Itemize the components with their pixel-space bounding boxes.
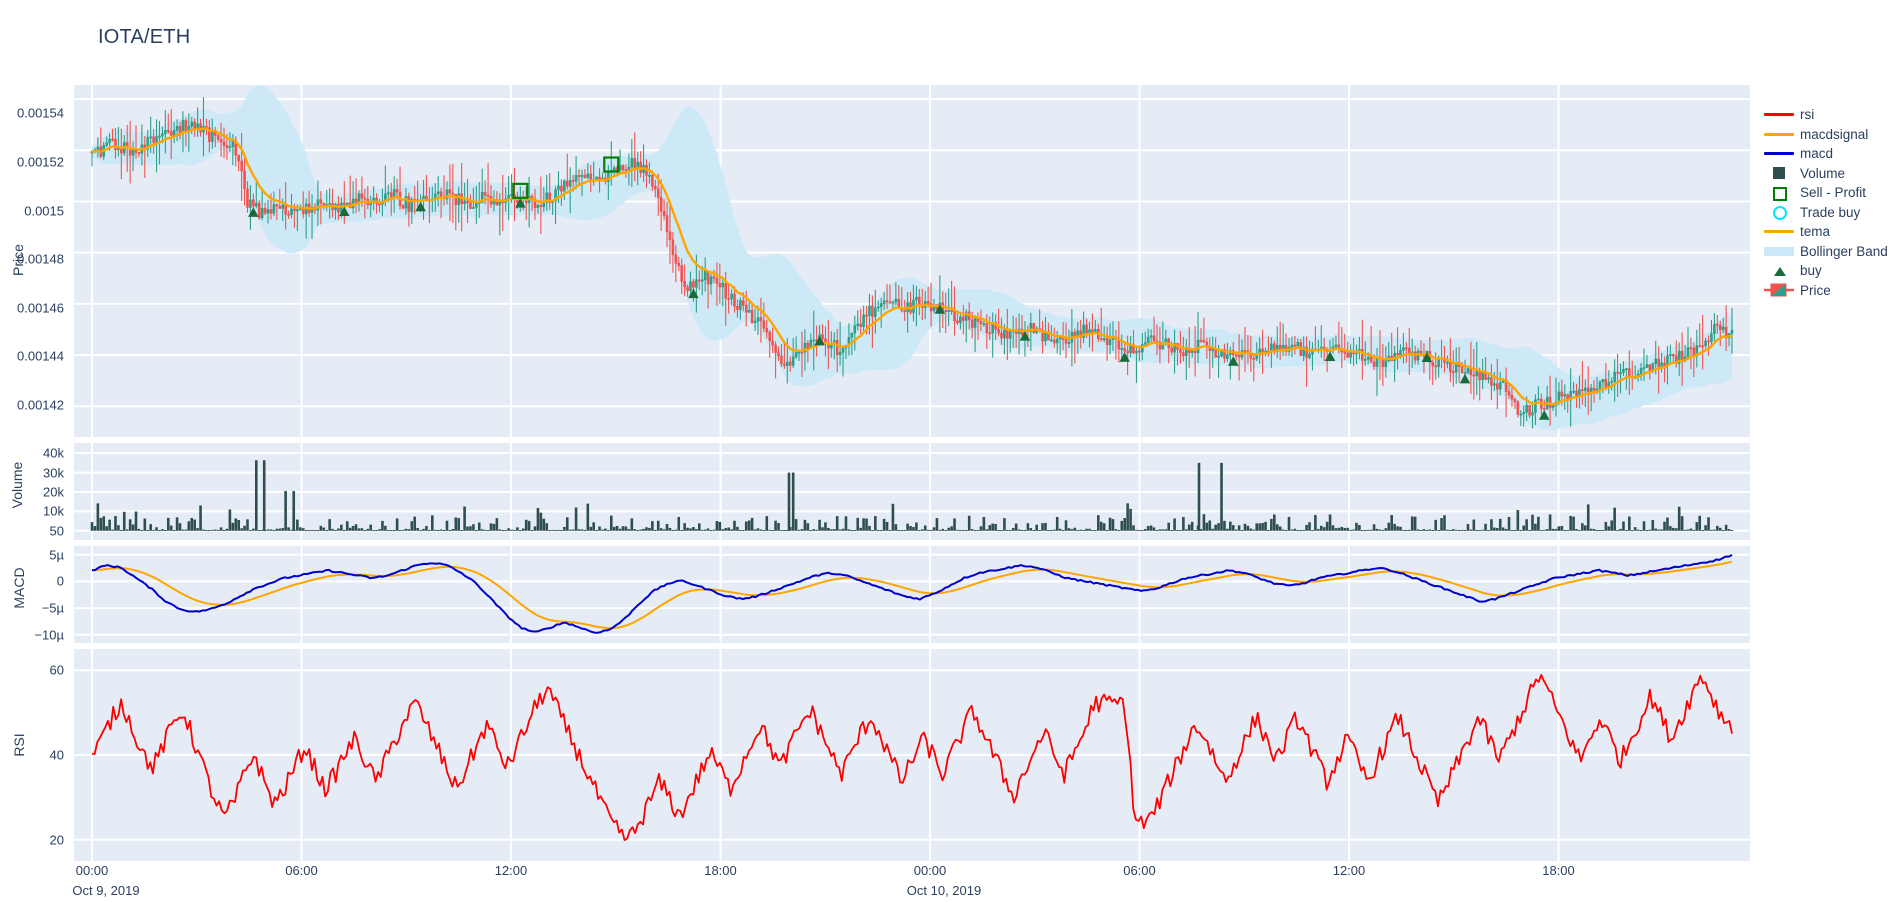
x-tick-label: 12:00: [494, 863, 528, 878]
volume-ytick-label: 30k: [43, 465, 64, 481]
x-date-label: Oct 9, 2019: [72, 883, 140, 898]
macd-panel: [74, 546, 1750, 643]
legend-triangle-icon: [1762, 262, 1796, 280]
open-circle-icon: [1773, 206, 1787, 221]
volume-axis-title: Volume: [9, 461, 25, 509]
legend-item-label: Price: [1800, 282, 1831, 298]
volume-ytick-column: 40k 30k 20k 10k 50: [0, 443, 72, 540]
volume-panel: [74, 443, 1750, 540]
price-plot: [74, 85, 1750, 437]
legend-line-swatch-icon: [1762, 106, 1796, 124]
line-swatch-icon: [1764, 230, 1794, 234]
legend-item-rsi[interactable]: rsi: [1762, 105, 1890, 125]
volume-ytick-label: 50: [49, 523, 64, 539]
x-date-label: Oct 10, 2019: [906, 883, 982, 898]
price-ytick-label: 0.00154: [17, 105, 64, 121]
macd-ytick-label: 0: [56, 573, 64, 589]
legend-item-label: Bollinger Band: [1800, 243, 1888, 259]
x-tick-label: 00:00: [913, 863, 947, 878]
x-tick-label: 00:00: [75, 863, 109, 878]
x-tick-label: 06:00: [285, 863, 318, 878]
x-tick-label: 18:00: [1542, 863, 1575, 878]
legend-square-swatch-icon: [1762, 164, 1796, 182]
rsi-ytick-label: 60: [49, 662, 64, 678]
price-ytick-label: 0.00148: [17, 251, 64, 267]
rsi-plot: [74, 649, 1750, 861]
line-swatch-icon: [1764, 113, 1794, 117]
macd-ytick-column: 5µ 0 −5µ −10µ: [0, 546, 72, 643]
price-ytick-label: 0.00146: [17, 300, 64, 316]
legend-item-label: Sell - Profit: [1800, 185, 1867, 201]
legend-item-bollinger-band[interactable]: Bollinger Band: [1762, 242, 1890, 262]
legend-item-macdsignal[interactable]: macdsignal: [1762, 125, 1890, 145]
legend-item-label: Volume: [1800, 165, 1846, 181]
page-title: IOTA/ETH: [98, 26, 191, 48]
legend-item-sell-profit[interactable]: Sell - Profit: [1762, 183, 1890, 203]
rsi-ytick-label: 40: [49, 747, 64, 763]
x-tick-label: 18:00: [704, 863, 737, 878]
price-ytick-label: 0.0015: [24, 203, 64, 219]
macd-ytick-label: −10µ: [34, 627, 64, 643]
legend-item-label: rsi: [1800, 107, 1815, 123]
volume-ytick-label: 10k: [43, 503, 64, 519]
legend-item-label: macd: [1800, 146, 1834, 162]
macd-ytick-label: −5µ: [41, 600, 64, 616]
volume-ytick-label: 20k: [43, 484, 64, 500]
legend-item-label: Trade buy: [1800, 204, 1861, 220]
x-tick-label: 06:00: [1123, 863, 1156, 878]
legend-line-swatch-icon: [1762, 125, 1796, 143]
candlestick-icon: [1764, 283, 1794, 297]
rsi-axis-title: RSI: [11, 733, 27, 757]
legend-open-circle-icon: [1762, 203, 1796, 221]
price-panel: [74, 85, 1750, 437]
legend-item-price[interactable]: Price: [1762, 281, 1890, 301]
legend-item-volume[interactable]: Volume: [1762, 164, 1890, 184]
rsi-panel: [74, 649, 1750, 861]
filled-square-icon: [1773, 167, 1785, 180]
triangle-up-icon: [1774, 266, 1786, 276]
legend-item-label: buy: [1800, 263, 1822, 279]
price-ytick-label: 0.00144: [17, 348, 64, 364]
legend-band-swatch-icon: [1762, 242, 1796, 260]
price-ytick-label: 0.00152: [17, 154, 64, 170]
x-tick-label: 12:00: [1332, 863, 1366, 878]
volume-ytick-label: 40k: [43, 445, 64, 461]
rsi-ytick-column: 60 40 20: [0, 649, 72, 861]
legend-line-swatch-icon: [1762, 145, 1796, 163]
macd-ytick-label: 5µ: [49, 547, 64, 563]
legend-item-label: tema: [1800, 224, 1831, 240]
legend-item-buy[interactable]: buy: [1762, 261, 1890, 281]
price-axis-title: Price: [10, 244, 26, 276]
macd-axis-title: MACD: [11, 567, 27, 609]
line-swatch-icon: [1764, 152, 1794, 156]
volume-plot: [74, 443, 1750, 540]
legend-line-swatch-icon: [1762, 223, 1796, 241]
legend-item-trade-buy[interactable]: Trade buy: [1762, 203, 1890, 223]
legend-item-label: macdsignal: [1800, 126, 1869, 142]
legend-open-square-icon: [1762, 184, 1796, 202]
line-swatch-icon: [1764, 132, 1794, 136]
rsi-ytick-label: 20: [49, 832, 64, 848]
price-ytick-column: 0.00154 0.00152 0.0015 0.00148 0.00146 0.0014…: [0, 85, 72, 437]
open-square-icon: [1773, 186, 1787, 201]
macd-plot: [74, 546, 1750, 643]
price-ytick-label: 0.00142: [17, 397, 64, 413]
legend-candlestick-icon: [1762, 281, 1796, 299]
legend-item-macd[interactable]: macd: [1762, 144, 1890, 164]
chart-legend: rsi macdsignal macd Volume Sell - Profit Trad…: [1762, 105, 1890, 300]
band-swatch-icon: [1764, 246, 1794, 256]
legend-item-tema[interactable]: tema: [1762, 222, 1890, 242]
